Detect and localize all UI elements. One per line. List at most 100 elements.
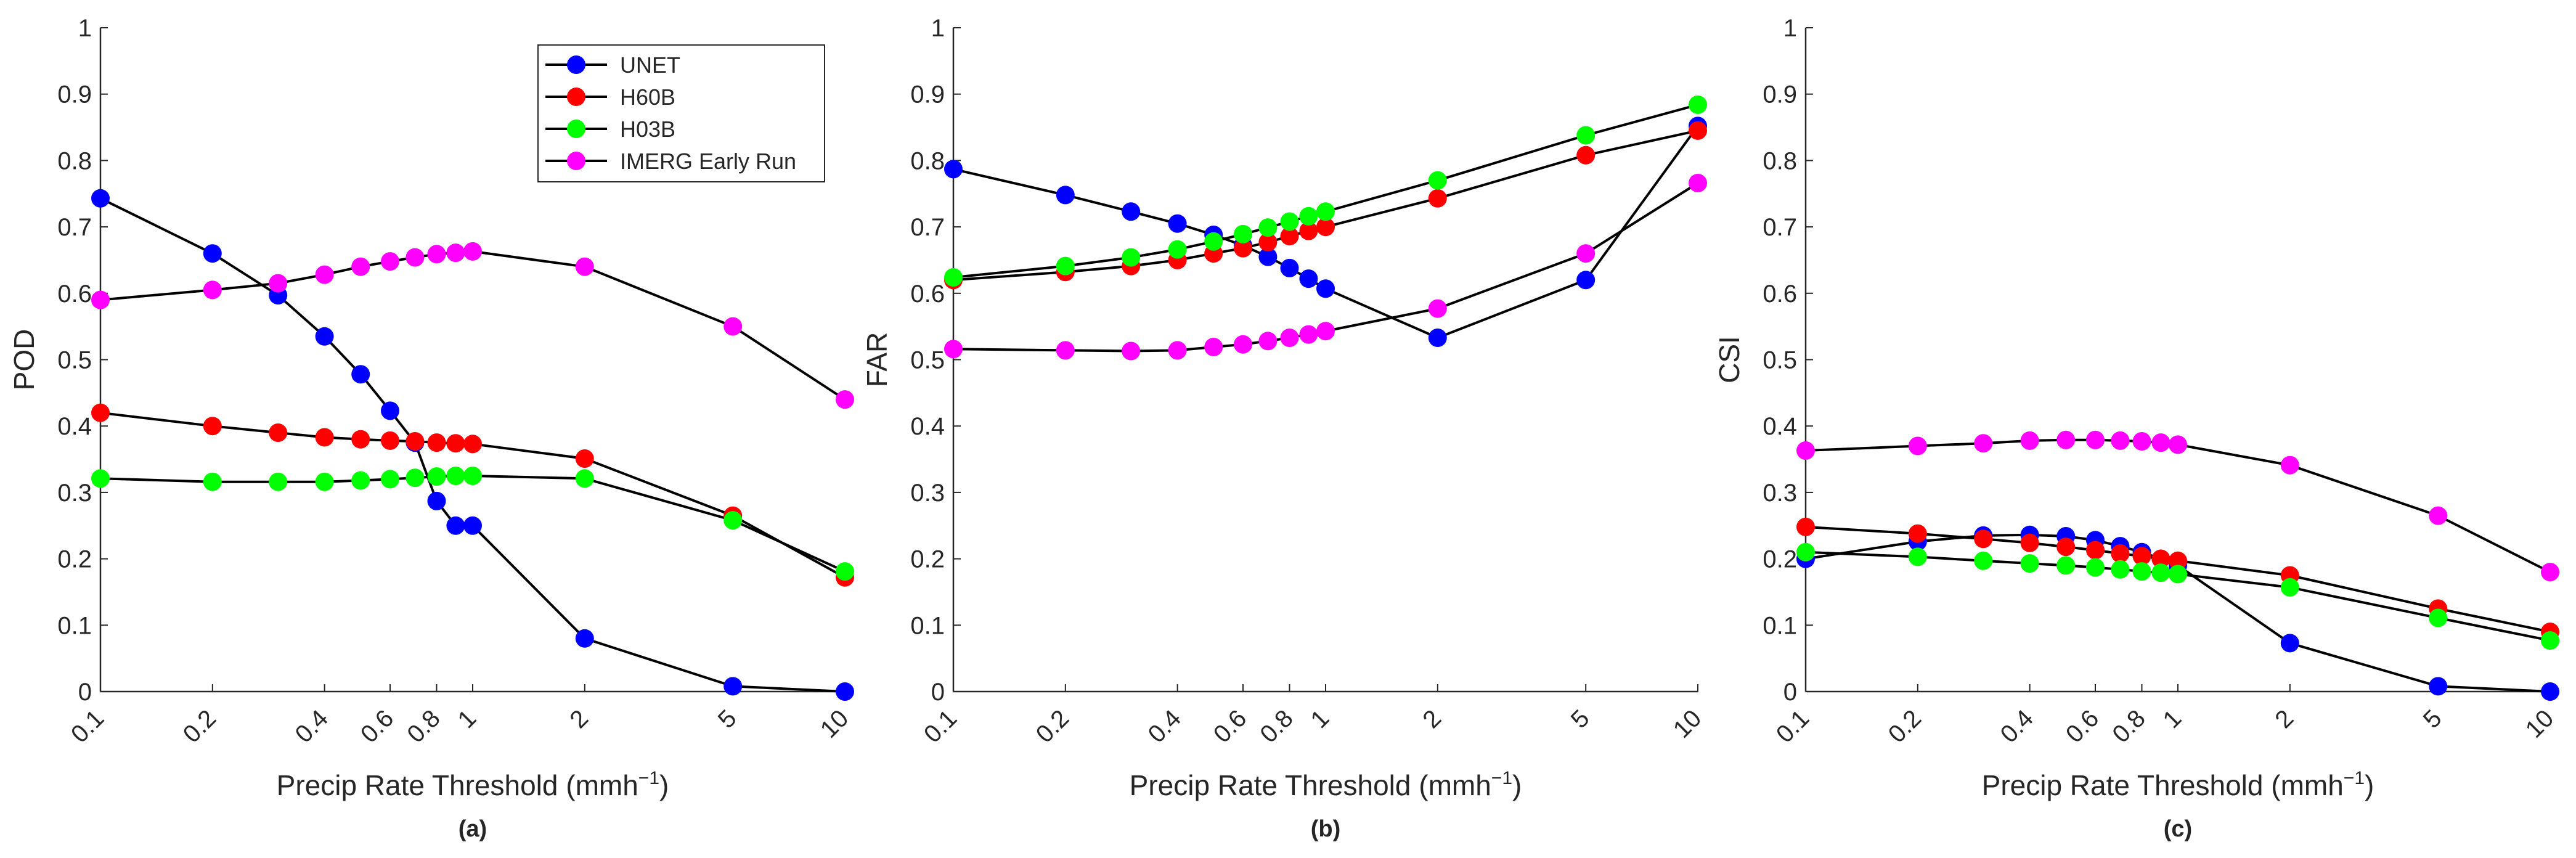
y-tick-label: 0.2	[910, 546, 945, 573]
legend-label: H03B	[620, 116, 675, 142]
data-point-h03b	[1122, 248, 1141, 267]
y-tick-label: 0.5	[57, 347, 92, 374]
data-point-imerg-early-run	[1234, 335, 1252, 354]
data-point-imerg-early-run	[2429, 506, 2448, 525]
data-point-imerg-early-run	[723, 317, 743, 336]
legend-marker	[567, 152, 585, 170]
x-tick-label: 0.2	[1883, 705, 1926, 748]
y-tick-label: 0.6	[57, 280, 92, 308]
y-tick-label: 1	[931, 15, 945, 42]
panel-1: 00.10.20.30.40.50.60.70.80.910.1 0.2 0.4 0.…	[8, 15, 854, 842]
data-point-h60b	[91, 403, 110, 422]
data-point-h03b	[381, 470, 399, 489]
data-point-h60b	[463, 435, 482, 454]
legend-marker	[567, 55, 585, 74]
x-tick-label: 0.8	[402, 705, 445, 748]
x-tick-label: 1	[453, 705, 482, 733]
legend-item-h03b: H03B	[545, 116, 675, 142]
data-point-imerg-early-run	[1796, 441, 1815, 460]
data-point-imerg-early-run	[2132, 432, 2151, 451]
data-point-unet	[575, 629, 594, 648]
y-tick-label: 0.5	[910, 347, 945, 374]
legend-label: UNET	[620, 52, 680, 78]
data-point-h03b	[2111, 560, 2130, 579]
x-tick-label: 2	[1417, 705, 1446, 733]
data-point-imerg-early-run	[2541, 563, 2559, 582]
data-point-imerg-early-run	[1122, 341, 1141, 361]
data-point-h03b	[2541, 631, 2559, 650]
y-tick-label: 0	[78, 679, 92, 706]
data-point-unet	[1316, 279, 1335, 298]
y-tick-label: 0.7	[1763, 214, 1797, 241]
data-point-imerg-early-run	[1576, 244, 1596, 263]
data-point-imerg-early-run	[1974, 434, 1993, 453]
data-point-imerg-early-run	[2280, 456, 2299, 475]
data-point-unet	[203, 244, 222, 263]
y-axis-label: CSI	[1713, 336, 1745, 383]
data-point-imerg-early-run	[1428, 299, 1447, 318]
data-point-h60b	[2086, 541, 2105, 560]
data-point-h03b	[1280, 212, 1299, 231]
data-point-unet	[1122, 202, 1141, 221]
x-tick-label: 0.6	[2061, 705, 2104, 748]
panel-label: (c)	[2164, 816, 2192, 842]
x-tick-label: 1	[2158, 705, 2187, 733]
data-point-h03b	[2151, 563, 2170, 582]
data-point-h60b	[1234, 239, 1252, 258]
data-point-h03b	[1258, 218, 1278, 237]
y-tick-label: 0.7	[57, 214, 92, 241]
data-point-h60b	[1908, 524, 1927, 543]
data-point-imerg-early-run	[1056, 341, 1075, 360]
data-point-unet	[1056, 186, 1075, 205]
data-point-h03b	[91, 469, 110, 488]
data-point-h03b	[427, 467, 446, 486]
data-point-imerg-early-run	[406, 248, 425, 267]
data-point-h60b	[2111, 544, 2130, 563]
data-point-imerg-early-run	[1168, 341, 1187, 360]
data-point-imerg-early-run	[381, 252, 399, 271]
data-point-h03b	[1056, 256, 1075, 276]
data-point-imerg-early-run	[836, 390, 854, 409]
plot-area	[1806, 28, 2550, 692]
data-point-h03b	[2169, 565, 2187, 584]
data-point-h03b	[269, 472, 288, 491]
data-point-unet	[2541, 682, 2559, 701]
data-point-h03b	[2280, 578, 2299, 597]
y-tick-label: 0.8	[57, 147, 92, 174]
data-point-h03b	[406, 468, 425, 488]
y-tick-label: 0.4	[57, 413, 92, 440]
y-tick-label: 0.2	[57, 546, 92, 573]
x-tick-label: 0.8	[2107, 705, 2150, 748]
x-tick-label: 10	[2521, 705, 2559, 743]
data-point-imerg-early-run	[1316, 322, 1335, 341]
x-tick-label: 0.2	[1031, 705, 1074, 748]
x-tick-label: 5	[713, 705, 742, 733]
y-tick-label: 0.1	[910, 612, 945, 639]
data-point-h60b	[315, 428, 334, 447]
data-point-h03b	[2429, 608, 2448, 627]
x-tick-label: 2	[565, 705, 593, 733]
panel-2: 00.10.20.30.40.50.60.70.80.910.1 0.2 0.4 0.…	[861, 15, 1707, 842]
data-point-imerg-early-run	[315, 265, 334, 284]
data-point-imerg-early-run	[2169, 435, 2187, 454]
data-point-h03b	[1908, 547, 1927, 566]
data-point-h60b	[1428, 189, 1447, 208]
data-point-h60b	[446, 434, 465, 453]
data-point-unet	[723, 677, 743, 696]
data-point-h60b	[406, 432, 425, 451]
data-point-h60b	[1576, 145, 1596, 165]
data-point-h03b	[315, 472, 334, 491]
data-point-imerg-early-run	[2111, 431, 2130, 450]
data-point-h60b	[269, 423, 288, 442]
data-point-unet	[315, 327, 334, 346]
data-point-imerg-early-run	[269, 274, 288, 293]
panel-label: (a)	[459, 816, 487, 842]
y-tick-label: 0.9	[1763, 81, 1797, 108]
data-point-h03b	[1234, 224, 1252, 243]
data-point-unet	[91, 189, 110, 208]
data-point-imerg-early-run	[1689, 174, 1707, 192]
y-tick-label: 0.5	[1763, 347, 1797, 374]
data-point-h60b	[1316, 218, 1335, 237]
data-point-h03b	[1204, 232, 1223, 251]
